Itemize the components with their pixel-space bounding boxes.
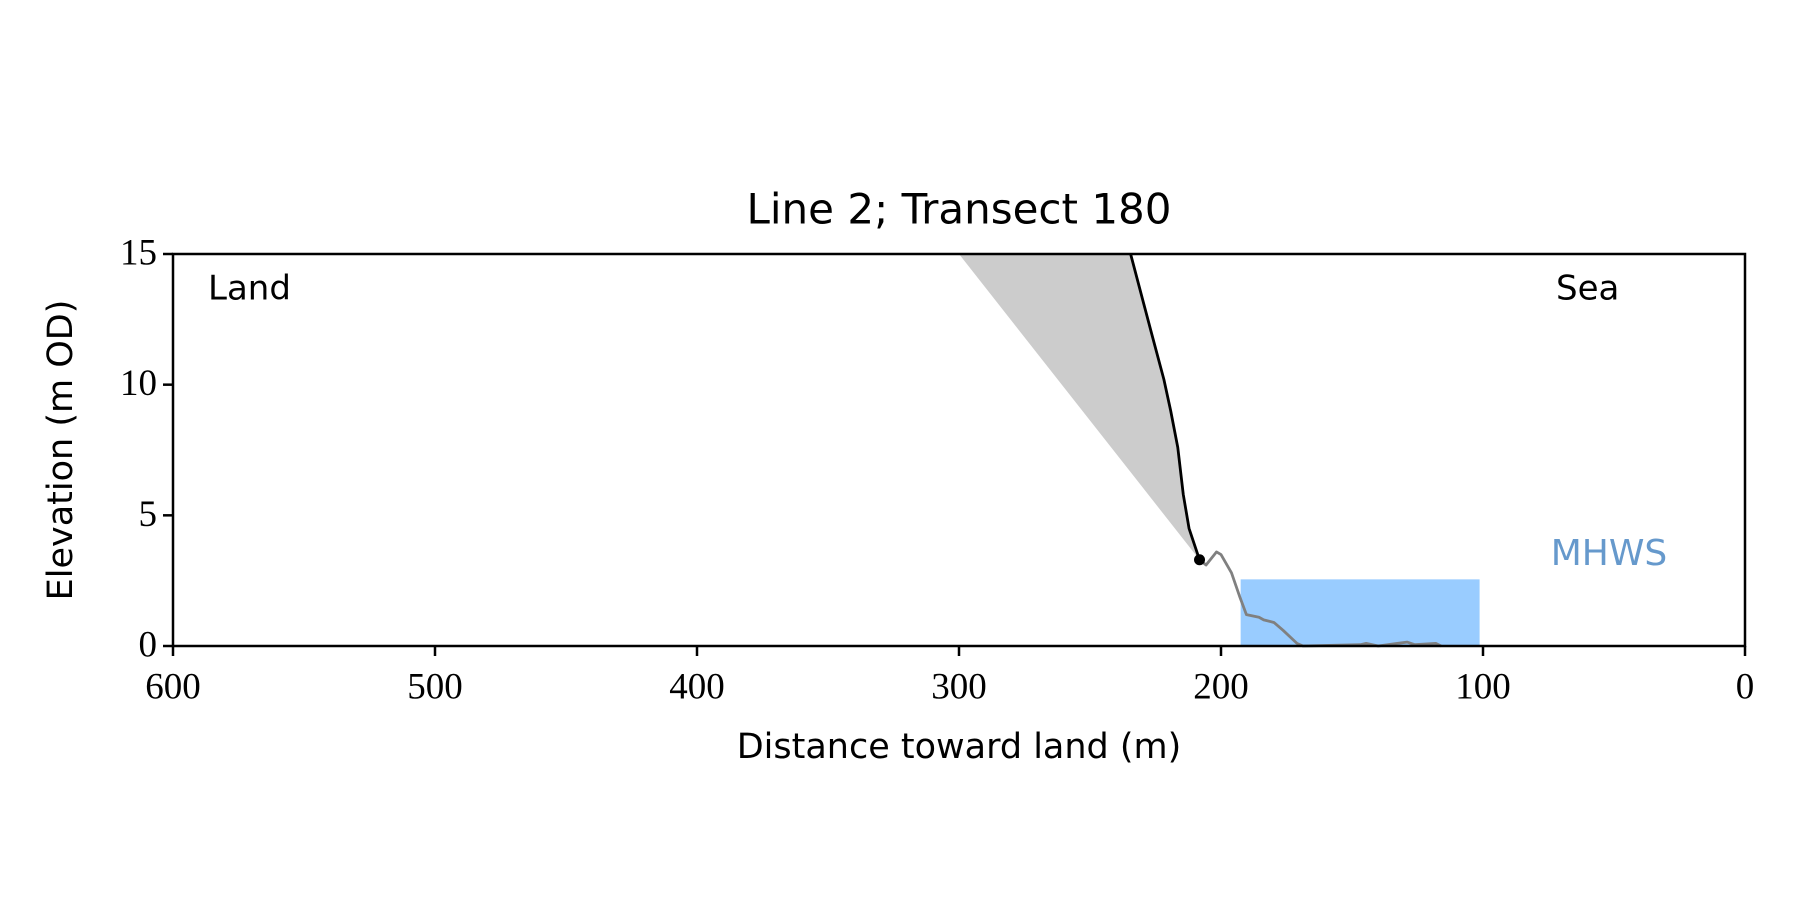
annotation: Sea [1556,269,1619,309]
profile-line [1198,550,1442,648]
x-tick-label: 400 [669,666,725,707]
y-tick-label: 0 [139,624,158,665]
y-tick-label: 5 [139,494,158,535]
x-tick-label: 0 [1736,666,1755,707]
profile-line [1129,253,1201,561]
mhws-band [1240,579,1480,646]
x-tick-label: 200 [1193,666,1249,707]
x-tick-label: 500 [407,666,463,707]
x-tick-label: 300 [931,666,987,707]
plot-frame [171,252,1747,648]
x-tick-label: 100 [1455,666,1511,707]
mhws-label: MHWS [1551,533,1668,574]
y-tick-label: 15 [120,232,157,273]
fill-region [959,254,1200,560]
x-axis-label: Distance toward land (m) [737,727,1182,767]
y-axis-label: Elevation (m OD) [41,300,81,601]
point [1194,554,1206,566]
annotation: Land [208,269,291,309]
y-tick-label: 10 [120,363,157,404]
x-tick-label: 600 [145,666,201,707]
chart-title: Line 2; Transect 180 [746,185,1171,234]
